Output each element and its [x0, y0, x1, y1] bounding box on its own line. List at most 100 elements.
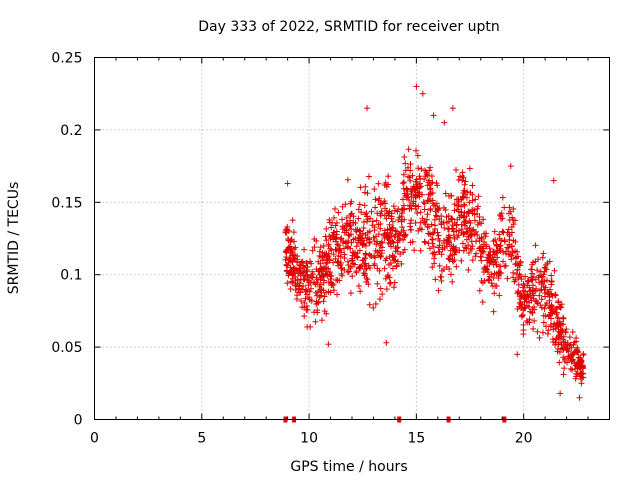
data-point [362, 231, 369, 238]
data-point [301, 246, 308, 253]
data-point [355, 237, 362, 244]
data-point [460, 247, 467, 254]
data-point [343, 227, 350, 234]
data-point [534, 328, 541, 335]
data-point [446, 265, 453, 272]
data-point [543, 277, 550, 284]
y-tick-label: 0.25 [51, 51, 82, 67]
data-point [417, 183, 424, 190]
data-point [411, 247, 418, 254]
data-point [526, 284, 533, 291]
data-point [478, 220, 485, 227]
data-point [299, 262, 306, 269]
data-point [529, 276, 536, 283]
data-point [372, 204, 379, 211]
data-point [525, 293, 532, 300]
data-point [363, 210, 370, 217]
data-point [394, 258, 401, 265]
data-point [364, 190, 371, 197]
data-point [556, 334, 563, 341]
data-point [455, 232, 462, 239]
data-point [372, 254, 379, 261]
data-point [408, 217, 415, 224]
data-point [292, 287, 299, 293]
data-point [441, 119, 448, 126]
data-point [445, 218, 452, 225]
data-point [301, 299, 308, 306]
x-tick-label: 0 [90, 431, 99, 447]
y-tick-label: 0 [74, 413, 83, 429]
data-point [335, 242, 342, 249]
data-point [531, 287, 538, 294]
data-point [550, 323, 557, 330]
data-point [496, 292, 503, 299]
data-point [366, 239, 373, 246]
data-point [360, 270, 367, 277]
data-point [516, 262, 523, 269]
data-point [519, 301, 526, 308]
data-point [330, 287, 337, 294]
data-point [289, 249, 296, 256]
data-point [577, 369, 584, 376]
data-point [542, 302, 549, 309]
data-point [381, 234, 388, 241]
data-point [347, 290, 354, 297]
data-point [385, 239, 392, 246]
data-point [465, 242, 472, 249]
data-point [401, 246, 408, 253]
data-point [333, 246, 340, 253]
x-tick-label: 5 [197, 431, 206, 447]
data-point [434, 206, 441, 213]
data-point [456, 247, 463, 254]
data-point [299, 269, 306, 276]
data-point [333, 238, 340, 245]
data-point [465, 209, 472, 216]
y-tick-label: 0.05 [51, 340, 82, 356]
data-point [459, 169, 466, 176]
data-point [550, 177, 557, 184]
data-point [465, 210, 472, 217]
data-point [356, 232, 363, 239]
data-point [512, 276, 519, 283]
data-point [512, 261, 519, 268]
data-point [546, 297, 553, 304]
data-point [492, 236, 499, 243]
data-point [377, 296, 384, 303]
data-point [289, 275, 296, 282]
data-point [305, 294, 312, 301]
data-point [572, 375, 579, 382]
data-point [415, 227, 422, 234]
data-point [386, 221, 393, 228]
data-point [300, 268, 307, 275]
data-point [390, 203, 397, 210]
data-point [484, 254, 491, 261]
data-point [328, 224, 335, 231]
data-point [321, 252, 328, 259]
data-point [510, 269, 517, 276]
data-point [375, 252, 382, 259]
data-point [399, 196, 406, 203]
y-tick-label: 0.2 [60, 123, 82, 139]
data-point [465, 249, 472, 256]
data-point [318, 254, 325, 261]
data-point [497, 245, 504, 252]
data-point [386, 209, 393, 216]
data-point [540, 250, 547, 257]
data-point [287, 264, 294, 271]
data-point [516, 271, 523, 278]
data-point [358, 263, 365, 270]
data-point [463, 236, 470, 243]
data-point [453, 222, 460, 229]
data-point [338, 270, 345, 277]
data-point [312, 318, 319, 325]
data-point [429, 189, 436, 196]
data-point [303, 260, 310, 267]
data-point [424, 182, 431, 189]
data-point [542, 284, 549, 291]
data-point [469, 257, 476, 264]
data-point [371, 238, 378, 245]
data-point [491, 251, 498, 258]
data-point [371, 186, 378, 193]
data-point [386, 280, 393, 287]
data-point [545, 290, 552, 297]
